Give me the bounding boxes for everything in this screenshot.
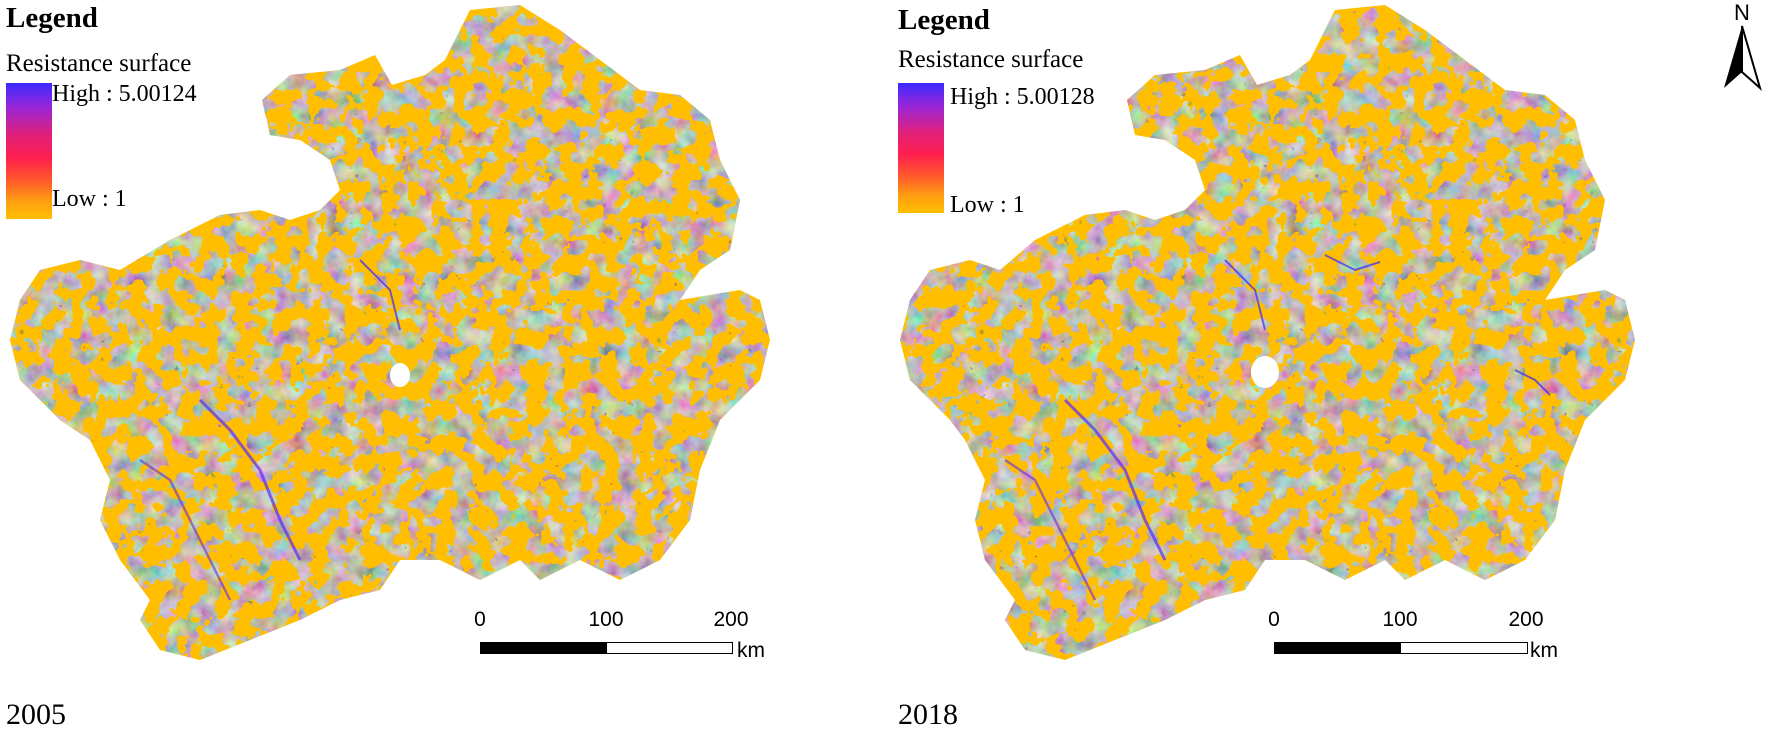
scale-unit: km <box>737 639 765 662</box>
year-label: 2005 <box>6 698 66 731</box>
legend-color-ramp <box>6 83 52 219</box>
legend-high-label: High : 5.00124 <box>52 81 197 107</box>
scale-segment-black <box>1274 642 1400 654</box>
scale-tick-label: 100 <box>588 608 624 631</box>
scale-segment-white <box>606 642 733 654</box>
north-arrow: N <box>1718 0 1768 97</box>
scale-bar: 0 100 200 km <box>468 608 768 662</box>
resistance-map-2005 <box>10 5 770 660</box>
map-panel-2005: Legend Resistance surface High : 5.00124… <box>6 2 770 731</box>
scale-segment-white <box>1400 642 1528 654</box>
north-label: N <box>1734 0 1750 25</box>
legend-high-label: High : 5.00128 <box>950 84 1095 110</box>
scale-tick-label: 0 <box>474 608 486 631</box>
legend-subtitle: Resistance surface <box>898 46 1084 73</box>
year-label: 2018 <box>898 698 958 731</box>
legend-subtitle: Resistance surface <box>6 50 192 77</box>
legend-low-label: Low : 1 <box>52 186 127 212</box>
north-arrow-icon: N <box>1724 0 1762 92</box>
scale-tick-label: 200 <box>713 608 749 631</box>
legend-color-ramp <box>898 83 944 213</box>
scale-tick-label: 0 <box>1268 608 1280 631</box>
legend-low-label: Low : 1 <box>950 192 1025 218</box>
scale-tick-label: 100 <box>1382 608 1418 631</box>
scale-bar: 0 100 200 km <box>1260 608 1560 662</box>
scale-segment-black <box>480 642 606 654</box>
map-panel-2018: Legend Resistance surface High : 5.00128… <box>890 0 1772 744</box>
legend-title: Legend <box>6 2 98 34</box>
scale-unit: km <box>1530 639 1558 662</box>
resistance-map-2018 <box>900 5 1635 660</box>
legend-title: Legend <box>898 4 990 36</box>
scale-tick-label: 200 <box>1508 608 1544 631</box>
